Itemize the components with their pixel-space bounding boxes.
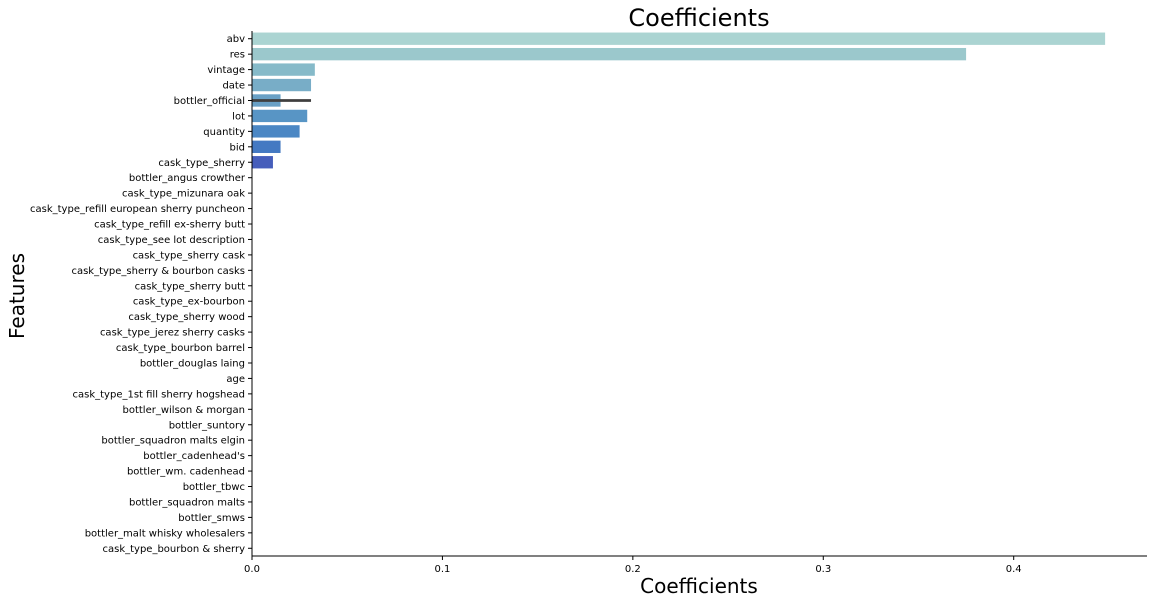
bar-lot xyxy=(252,109,308,123)
y-tick-label-cask-type-see-lot-description: cask_type_see lot description xyxy=(98,235,245,246)
y-axis-title: Features xyxy=(5,253,29,339)
y-tick-label-bottler-squadron-malts-elgin: bottler_squadron malts elgin xyxy=(101,436,245,447)
bar-bid xyxy=(252,140,281,153)
y-tick-label-cask-type-1st-fill-sherry-hogshead: cask_type_1st fill sherry hogshead xyxy=(73,389,246,400)
y-tick-label-abv: abv xyxy=(227,34,245,45)
y-tick-label-cask-type-refill-ex-sherry-butt: cask_type_refill ex-sherry butt xyxy=(94,220,245,231)
y-tick-label-cask-type-mizunara-oak: cask_type_mizunara oak xyxy=(122,189,245,200)
y-tick-label-lot: lot xyxy=(232,111,245,122)
y-tick-label-res: res xyxy=(230,50,245,61)
y-tick-label-bottler-official: bottler_official xyxy=(174,96,245,107)
chart-title: Coefficients xyxy=(628,4,769,32)
y-tick-label-cask-type-bourbon-sherry: cask_type_bourbon & sherry xyxy=(102,544,245,555)
y-tick-label-cask-type-sherry: cask_type_sherry xyxy=(158,158,245,169)
y-tick-label-bottler-malt-whisky-wholesalers: bottler_malt whisky wholesalers xyxy=(85,528,245,539)
x-ticks: 0.0 0.1 0.2 0.3 0.4 xyxy=(244,556,1022,575)
y-tick-label-cask-type-sherry-butt: cask_type_sherry butt xyxy=(135,281,245,292)
bar-cask-type-sherry xyxy=(252,156,273,169)
y-tick-label-bottler-tbwc: bottler_tbwc xyxy=(183,482,245,493)
bar-res xyxy=(252,47,967,61)
y-tick-label-bottler-smws: bottler_smws xyxy=(178,513,245,524)
y-tick-label-cask-type-sherry-bourbon-casks: cask_type_sherry & bourbon casks xyxy=(71,266,245,277)
x-tick-label: 0.0 xyxy=(244,564,260,575)
x-tick-label: 0.2 xyxy=(625,564,641,575)
y-tick-label-cask-type-ex-bourbon: cask_type_ex-bourbon xyxy=(133,297,245,308)
y-tick-label-date: date xyxy=(222,81,245,92)
y-tick-label-bottler-squadron-malts: bottler_squadron malts xyxy=(129,497,245,508)
y-tick-label-bid: bid xyxy=(230,142,245,153)
bar-quantity xyxy=(252,125,300,138)
x-tick-label: 0.1 xyxy=(434,564,450,575)
y-tick-label-cask-type-sherry-wood: cask_type_sherry wood xyxy=(128,312,245,323)
y-tick-label-cask-type-refill-european-sherry-puncheon: cask_type_refill european sherry puncheo… xyxy=(30,204,245,215)
y-tick-label-age: age xyxy=(226,374,245,385)
x-tick-label: 0.3 xyxy=(815,564,831,575)
y-tick-label-bottler-suntory: bottler_suntory xyxy=(169,420,245,431)
y-tick-label-bottler-douglas-laing: bottler_douglas laing xyxy=(140,358,245,369)
y-tick-label-vintage: vintage xyxy=(207,65,245,76)
y-tick-label-cask-type-bourbon-barrel: cask_type_bourbon barrel xyxy=(116,343,245,354)
y-tick-label-cask-type-sherry-cask: cask_type_sherry cask xyxy=(133,250,246,261)
x-axis-title: Coefficients xyxy=(640,574,758,598)
bar-abv xyxy=(252,32,1106,45)
y-tick-label-cask-type-jerez-sherry-casks: cask_type_jerez sherry casks xyxy=(100,328,245,339)
bars-group xyxy=(252,32,1106,169)
y-tick-label-quantity: quantity xyxy=(203,127,245,138)
y-tick-label-bottler-wm-cadenhead: bottler_wm. cadenhead xyxy=(127,467,245,478)
bar-vintage xyxy=(252,63,315,76)
x-tick-label: 0.4 xyxy=(1006,564,1022,575)
y-tick-label-bottler-cadenhead-s: bottler_cadenhead's xyxy=(143,451,245,462)
bar-date xyxy=(252,78,312,92)
y-tick-label-bottler-angus-crowther: bottler_angus crowther xyxy=(129,173,246,184)
y-tick-label-bottler-wilson-morgan: bottler_wilson & morgan xyxy=(122,405,245,416)
